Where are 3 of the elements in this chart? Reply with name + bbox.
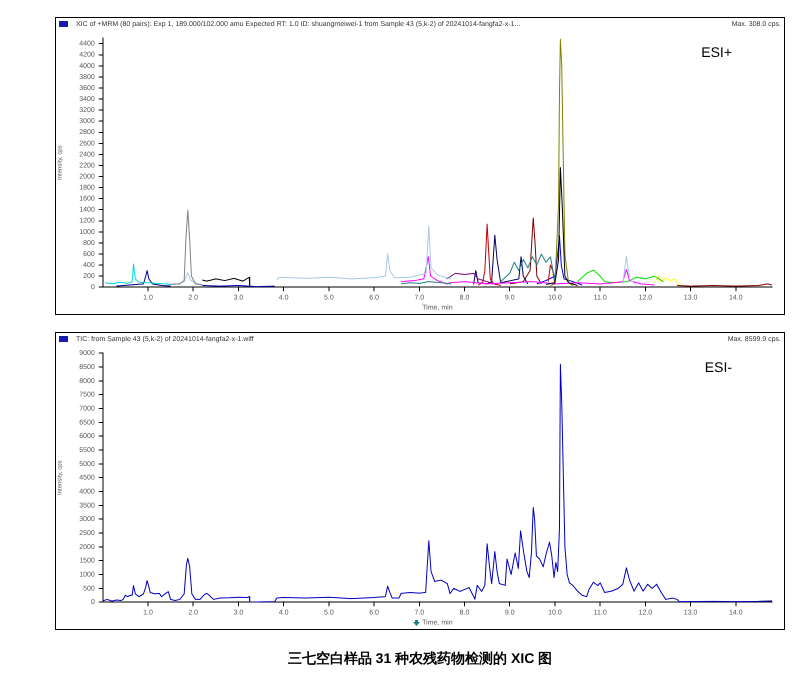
annotation: ESI+ <box>701 44 732 60</box>
text: 三七空白样品 31 种农残药物检测的 XIC 图 <box>286 650 554 668</box>
annotation: ESI- <box>704 359 732 376</box>
